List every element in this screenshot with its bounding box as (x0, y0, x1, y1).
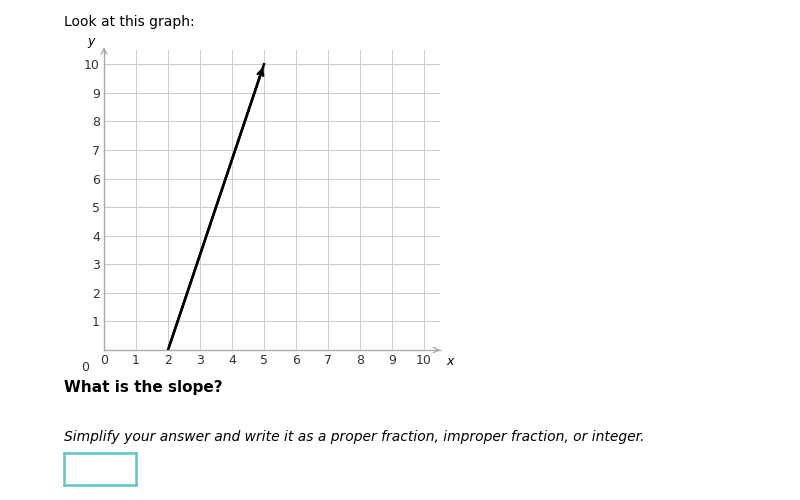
Text: 0: 0 (81, 360, 89, 374)
Text: x: x (446, 355, 454, 368)
Text: What is the slope?: What is the slope? (64, 380, 222, 395)
Text: Simplify your answer and write it as a proper fraction, improper fraction, or in: Simplify your answer and write it as a p… (64, 430, 645, 444)
Text: y: y (87, 35, 95, 48)
Text: Look at this graph:: Look at this graph: (64, 15, 194, 29)
